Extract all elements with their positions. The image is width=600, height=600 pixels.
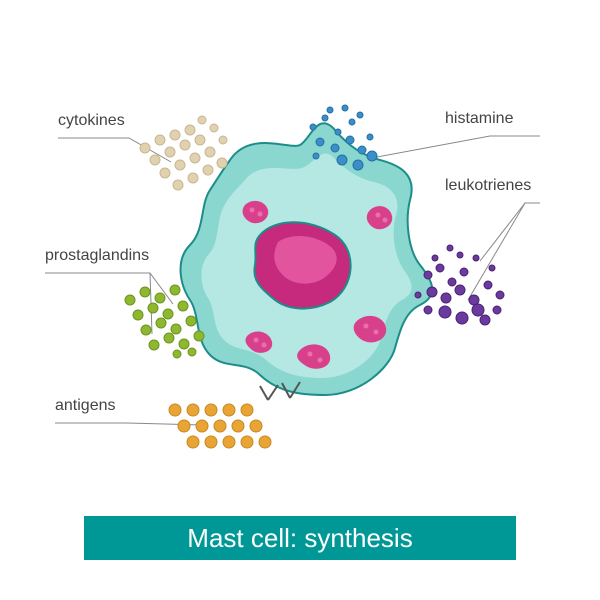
- label-prostaglandins: prostaglandins: [45, 247, 149, 265]
- mast-cell: [181, 123, 433, 395]
- title-text: Mast cell: synthesis: [187, 523, 412, 554]
- title-bar: Mast cell: synthesis: [84, 516, 516, 560]
- diagram-container: cytokines histamine leukotrienes prostag…: [0, 0, 600, 600]
- label-cytokines: cytokines: [58, 112, 125, 130]
- label-leukotrienes: leukotrienes: [445, 177, 531, 195]
- label-histamine: histamine: [445, 110, 513, 128]
- diagram-svg: [0, 0, 600, 600]
- label-antigens: antigens: [55, 397, 116, 415]
